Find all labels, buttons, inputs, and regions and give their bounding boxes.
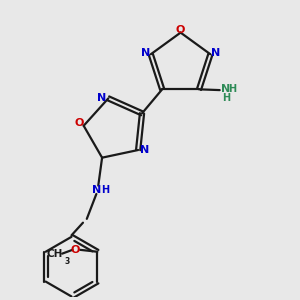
Text: O: O [71,245,80,255]
Text: N: N [97,93,106,103]
Text: N: N [140,145,150,155]
Text: O: O [176,25,185,35]
Text: N: N [221,84,230,94]
Text: O: O [74,118,84,128]
Text: N: N [141,48,150,58]
Text: H: H [222,93,230,103]
Text: 3: 3 [64,257,69,266]
Text: CH: CH [46,249,63,259]
Text: N: N [92,185,101,195]
Text: H: H [101,185,109,195]
Text: H: H [229,84,237,94]
Text: N: N [211,48,220,58]
